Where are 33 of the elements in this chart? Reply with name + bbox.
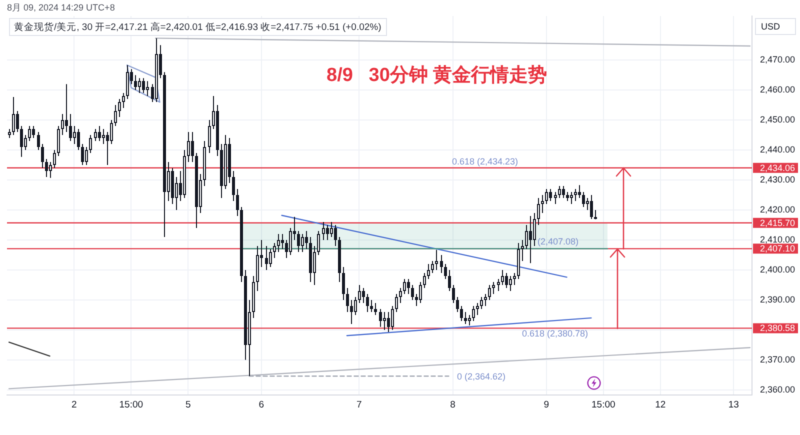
y-tick-label: 2,430.00 — [760, 174, 796, 184]
text: 黄金现货/美元, 30 开=2,417.21 高=2,420.01 低=2,416.93 收=2,417.75 +0.51 (+0.02%) — [14, 21, 382, 34]
y-tick-label: 2,470.00 — [760, 54, 796, 65]
x-tick-label: 6 — [258, 399, 264, 410]
x-tick-label: 13 — [728, 399, 739, 410]
ref-line-label: 2,407.10 — [760, 244, 796, 254]
y-axis-title: USD — [761, 21, 780, 32]
x-tick-label: 15:00 — [592, 399, 616, 410]
x-tick-label: 12 — [655, 399, 666, 410]
annotation: 0.618 (2,380.78) — [522, 328, 588, 338]
annotation: 0.618 (2,434.23) — [452, 156, 518, 166]
y-tick-label: 2,420.00 — [760, 204, 796, 214]
ref-line-label: 2,380.58 — [760, 323, 796, 334]
y-tick-label: 2,400.00 — [760, 264, 796, 274]
y-tick-label: 2,360.00 — [760, 384, 796, 394]
ref-line-label: 2,434.06 — [760, 162, 796, 173]
y-tick-label: 2,370.00 — [760, 354, 796, 364]
text: 8月 09, 2024 14:29 UTC+8 — [7, 2, 115, 12]
x-tick-label: 15:00 — [119, 399, 144, 410]
x-tick-label: 2 — [72, 399, 77, 410]
y-tick-label: 2,410.00 — [760, 234, 796, 244]
y-tick-label: 2,460.00 — [760, 84, 796, 95]
ref-line-label: 2,415.70 — [760, 218, 796, 228]
annotation: 0 (2,364.62) — [457, 371, 506, 382]
y-tick-label: 2,390.00 — [760, 294, 796, 304]
x-tick-label: 5 — [186, 399, 191, 410]
y-tick-label: 2,450.00 — [760, 114, 796, 125]
y-tick-label: 2,440.00 — [760, 144, 796, 155]
x-tick-label: 9 — [544, 399, 550, 410]
annotation: (2,407.08) — [537, 236, 579, 246]
text: 8/9 30分钟 黄金行情走势 — [326, 64, 548, 86]
x-tick-label: 7 — [356, 399, 362, 410]
x-tick-label: 8 — [450, 399, 456, 410]
